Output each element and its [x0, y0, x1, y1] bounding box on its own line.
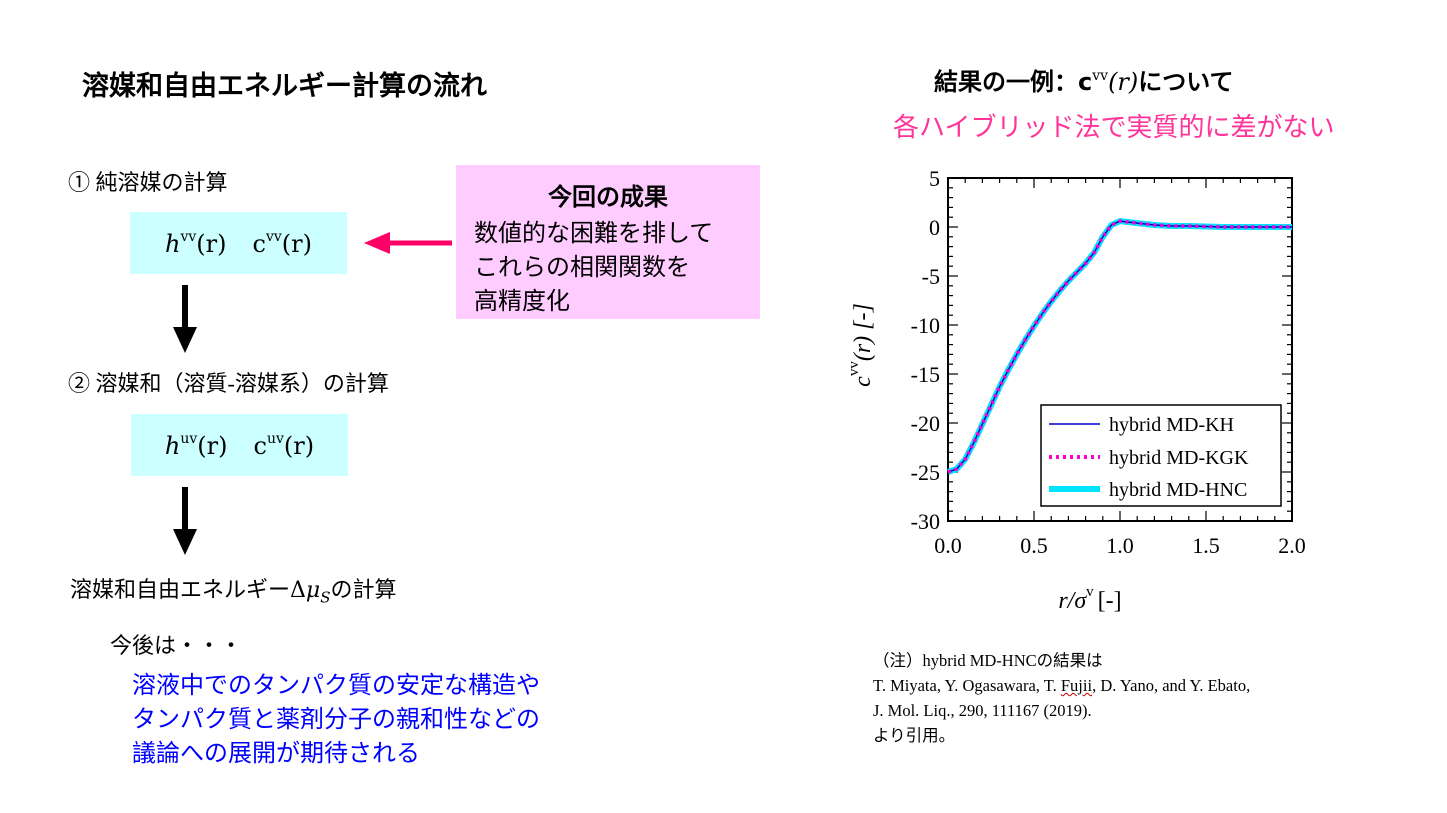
legend: hybrid MD-KH hybrid MD-KGK hybrid MD-HNC — [1040, 404, 1282, 507]
eq2-c: cuv(r) — [253, 430, 315, 460]
future-line: 議論への展開が期待される — [132, 739, 420, 767]
y-axis-label: cvv(r) [-] — [846, 303, 876, 387]
x-tick-label: 2.0 — [1278, 533, 1306, 558]
note-line: T. Miyata, Y. Ogasawara, T. Fujii, D. Ya… — [873, 676, 1251, 695]
highlight-title: 今回の成果 — [548, 183, 668, 211]
y-tick-label: -25 — [911, 460, 940, 485]
down-arrow-icon — [173, 487, 197, 555]
step2-label: ② 溶媒和（溶質-溶媒系）の計算 — [68, 371, 389, 396]
series-kgk-line — [947, 219, 1292, 474]
y-tick-label: -5 — [922, 264, 940, 289]
highlight-line: 高精度化 — [474, 287, 570, 315]
note-line: より引用。 — [873, 726, 956, 745]
x-tick-label: 0.0 — [934, 533, 962, 558]
legend-kgk-label: hybrid MD-KGK — [1109, 447, 1249, 469]
equation-box-vv: hvv(r) cvv(r) — [130, 212, 347, 274]
future-lead: 今後は・・・ — [110, 633, 243, 658]
y-tick-label: -30 — [911, 509, 940, 534]
legend-kh-label: hybrid MD-KH — [1109, 414, 1234, 436]
pink-arrow-icon — [364, 232, 452, 254]
citation-note: （注）hybrid MD-HNCの結果は T. Miyata, Y. Ogasa… — [873, 648, 1250, 748]
step3-label: 溶媒和自由エネルギーΔμSの計算 — [70, 577, 397, 607]
eq2-h: huv(r) — [164, 430, 228, 460]
eq1-h: hvv(r) — [165, 228, 227, 258]
y-tick-label: 0 — [929, 215, 940, 240]
x-tick-label: 1.5 — [1192, 533, 1220, 558]
x-axis-label: r/σv [-] — [1058, 584, 1121, 614]
y-tick-label: -10 — [911, 313, 940, 338]
y-tick-label: 5 — [929, 166, 940, 191]
note-line: J. Mol. Liq., 290, 111167 (2019). — [873, 701, 1092, 720]
highlight-line: 数値的な困難を排して — [474, 219, 714, 247]
step1-label: ① 純溶媒の計算 — [68, 170, 228, 195]
page-title: 溶媒和自由エネルギー計算の流れ — [82, 71, 487, 102]
y-tick-label: -15 — [911, 362, 940, 387]
equation-box-uv: huv(r) cuv(r) — [131, 414, 348, 476]
highlight-line: これらの相関関数を — [474, 253, 690, 281]
x-tick-label: 1.0 — [1106, 533, 1134, 558]
chart-heading: 結果の一例：cvv(r)について — [934, 68, 1234, 96]
future-line: 溶液中でのタンパク質の安定な構造や — [132, 671, 540, 699]
down-arrow-icon — [173, 285, 197, 353]
x-tick-label: 0.5 — [1020, 533, 1048, 558]
eq1-c: cvv(r) — [252, 228, 312, 258]
future-text: 溶液中でのタンパク質の安定な構造や タンパク質と薬剤分子の親和性などの 議論への… — [132, 668, 540, 770]
note-line: （注）hybrid MD-HNCの結果は — [873, 651, 1103, 670]
chart-subtitle: 各ハイブリッド法で実質的に差がない — [893, 113, 1335, 143]
y-tick-label: -20 — [911, 411, 940, 436]
highlight-box: 今回の成果 数値的な困難を排して これらの相関関数を 高精度化 — [456, 165, 760, 319]
cvv-chart: 0.0 0.5 1.0 1.5 2.0 5 0 -5 -10 -15 -20 -25 -30 hybri… — [846, 166, 1306, 614]
highlight-body: 数値的な困難を排して これらの相関関数を 高精度化 — [474, 216, 760, 318]
future-line: タンパク質と薬剤分子の親和性などの — [132, 705, 540, 733]
legend-hnc-label: hybrid MD-HNC — [1109, 479, 1247, 501]
